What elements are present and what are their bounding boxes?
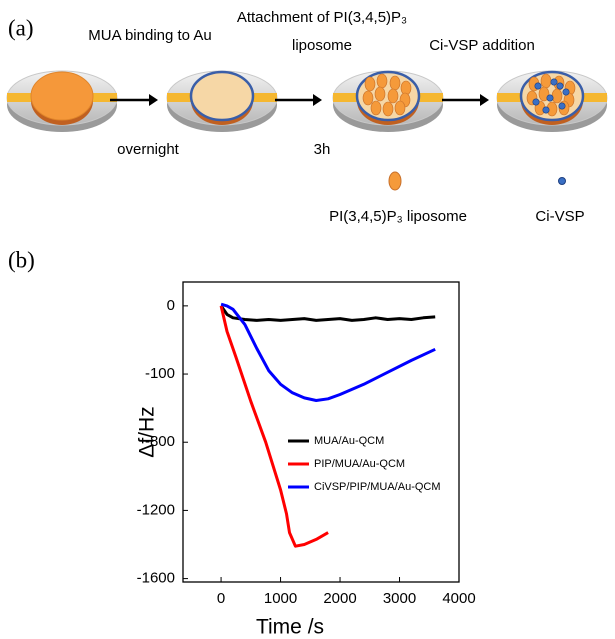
liposome bbox=[390, 76, 400, 90]
liposome bbox=[371, 101, 381, 115]
liposome bbox=[375, 87, 385, 101]
liposome bbox=[388, 89, 398, 103]
arrow-label: overnight bbox=[117, 141, 180, 158]
step-label: liposome bbox=[292, 37, 352, 54]
x-tick-label: 3000 bbox=[383, 590, 416, 607]
x-tick-label: 1000 bbox=[264, 590, 297, 607]
x-axis-title: Time /s bbox=[256, 616, 324, 639]
liposome bbox=[541, 74, 551, 88]
civsp bbox=[535, 83, 541, 89]
step-label: Ci-VSP addition bbox=[429, 37, 535, 54]
liposome bbox=[365, 77, 375, 91]
civsp bbox=[563, 89, 569, 95]
civsp bbox=[543, 107, 549, 113]
figure: (a) MUA binding to Au Attachment of PI(3… bbox=[0, 0, 615, 639]
civsp bbox=[559, 103, 565, 109]
legend-label: Ci-VSP bbox=[535, 208, 584, 225]
legend-label: PIP/MUA/Au-QCM bbox=[314, 458, 405, 470]
electrode bbox=[191, 72, 253, 120]
arrow-head bbox=[149, 94, 158, 106]
electrode bbox=[31, 72, 93, 120]
y-tick-label: -1600 bbox=[137, 570, 175, 587]
step-label: Attachment of PI(3,4,5)P₃ bbox=[237, 9, 407, 26]
liposome-icon bbox=[389, 172, 401, 190]
x-tick-label: 0 bbox=[217, 590, 225, 607]
civsp bbox=[533, 99, 539, 105]
y-tick-label: -1200 bbox=[137, 501, 175, 518]
legend-label: MUA/Au-QCM bbox=[314, 435, 384, 447]
legend-label: CiVSP/PIP/MUA/Au-QCM bbox=[314, 481, 441, 493]
liposome bbox=[363, 91, 373, 105]
data-line bbox=[221, 306, 328, 546]
y-tick-label: -800 bbox=[145, 433, 175, 450]
y-tick-label: 0 bbox=[167, 297, 175, 314]
y-tick-label: -100 bbox=[145, 365, 175, 382]
civsp-icon bbox=[559, 178, 566, 185]
data-line bbox=[221, 306, 435, 321]
x-tick-label: 4000 bbox=[442, 590, 475, 607]
legend-label: PI(3,4,5)P₃ liposome bbox=[329, 208, 467, 225]
panel-label: (b) bbox=[8, 247, 35, 272]
arrow-label: 3h bbox=[314, 141, 331, 158]
liposome bbox=[377, 74, 387, 88]
x-tick-label: 2000 bbox=[323, 590, 356, 607]
panel-label: (a) bbox=[8, 15, 34, 40]
liposome bbox=[552, 89, 562, 103]
arrow-head bbox=[313, 94, 322, 106]
civsp bbox=[551, 79, 557, 85]
step-label: MUA binding to Au bbox=[88, 27, 211, 44]
liposome bbox=[395, 101, 405, 115]
civsp bbox=[547, 95, 553, 101]
arrow-head bbox=[480, 94, 489, 106]
liposome bbox=[383, 102, 393, 116]
civsp bbox=[557, 83, 563, 89]
